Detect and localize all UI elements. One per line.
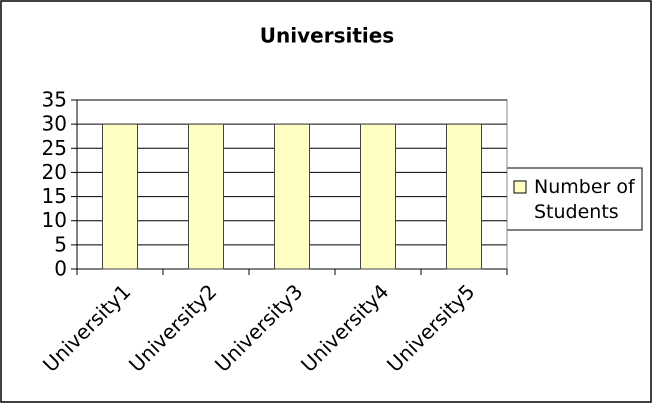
bar <box>102 123 138 270</box>
y-tick-label: 35 <box>42 88 67 112</box>
legend-label: Number of Students <box>534 176 635 223</box>
legend-swatch <box>513 180 527 194</box>
bar <box>360 123 396 270</box>
y-tick-label: 15 <box>42 184 67 208</box>
bar <box>274 123 310 270</box>
bar <box>446 123 482 270</box>
bar <box>188 123 224 270</box>
y-tick-label: 0 <box>54 257 67 281</box>
chart-title: Universities <box>260 24 394 48</box>
legend-box <box>505 167 643 231</box>
y-tick-label: 25 <box>42 136 67 160</box>
y-tick-label: 20 <box>42 160 67 184</box>
y-tick-label: 10 <box>42 208 67 232</box>
y-tick-label: 5 <box>54 232 67 256</box>
y-tick-label: 30 <box>42 112 67 136</box>
